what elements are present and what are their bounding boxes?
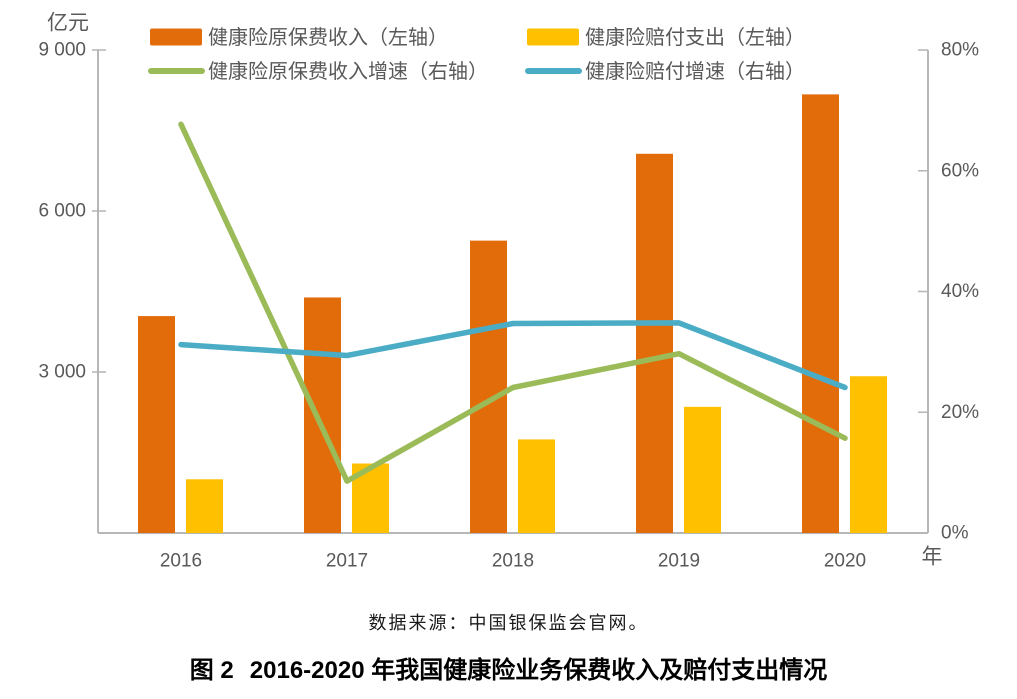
premium-income-bar-2020 bbox=[802, 94, 839, 534]
claims-payout-bar-2016 bbox=[186, 479, 223, 533]
figure-caption-number: 图 2 bbox=[189, 657, 234, 684]
chart-canvas: 9 000 6 000 3 000 亿元 80% 60% 40% 20% 0% 2016 2017 2… bbox=[38, 12, 979, 572]
claims-payout-bar-2019 bbox=[684, 406, 721, 533]
claims-payout-bar-2018 bbox=[518, 439, 555, 533]
legend-label-premium-income-growth: 健康险原保费收入增速（右轴） bbox=[208, 60, 488, 83]
figure-caption: 图 2 2016-2020 年我国健康险业务保费收入及赔付支出情况 bbox=[0, 650, 1017, 685]
legend-swatch-claims-payout-growth bbox=[525, 68, 582, 74]
x-axis-category-label: 2017 bbox=[326, 551, 368, 572]
legend-label-claims-payout: 健康险赔付支出（左轴） bbox=[585, 26, 805, 49]
x-axis-unit-label: 年 bbox=[922, 546, 943, 569]
legend-label-claims-payout-growth: 健康险赔付增速（右轴） bbox=[585, 60, 805, 83]
legend-label-premium-income: 健康险原保费收入（左轴） bbox=[208, 26, 448, 49]
premium-income-bar-2016 bbox=[138, 316, 175, 533]
premium-income-bar-2017 bbox=[304, 297, 341, 533]
right-axis-tick-label: 20% bbox=[941, 402, 979, 423]
premium-income-growth-line bbox=[178, 121, 848, 484]
legend-swatch-premium-income-growth bbox=[148, 68, 205, 74]
legend-swatch-claims-payout bbox=[527, 28, 579, 46]
legend-swatch-premium-income bbox=[150, 28, 202, 46]
left-axis-unit-label: 亿元 bbox=[47, 12, 89, 35]
left-axis-tick-label: 3 000 bbox=[38, 362, 86, 383]
x-axis-category-label: 2016 bbox=[160, 551, 202, 572]
data-source-note: 数据来源：中国银保监会官网。 bbox=[368, 613, 649, 633]
claims-payout-growth-line bbox=[178, 320, 848, 391]
figure-caption-title: 2016-2020 年我国健康险业务保费收入及赔付支出情况 bbox=[249, 657, 828, 684]
left-axis-tick-label: 9 000 bbox=[38, 40, 86, 61]
right-axis-tick-label: 60% bbox=[941, 160, 979, 181]
x-axis-category-label: 2020 bbox=[824, 551, 866, 572]
x-axis-category-label: 2019 bbox=[658, 551, 700, 572]
right-axis-tick-label: 40% bbox=[941, 281, 979, 302]
x-axis-category-label: 2018 bbox=[492, 551, 534, 572]
premium-income-bar-2019 bbox=[636, 153, 673, 534]
right-axis-tick-label: 0% bbox=[941, 523, 969, 544]
premium-income-bar-2018 bbox=[470, 240, 507, 533]
right-axis-tick-label: 80% bbox=[941, 40, 979, 61]
left-axis-tick-label: 6 000 bbox=[38, 201, 86, 222]
claims-payout-bar-2020 bbox=[850, 376, 887, 533]
